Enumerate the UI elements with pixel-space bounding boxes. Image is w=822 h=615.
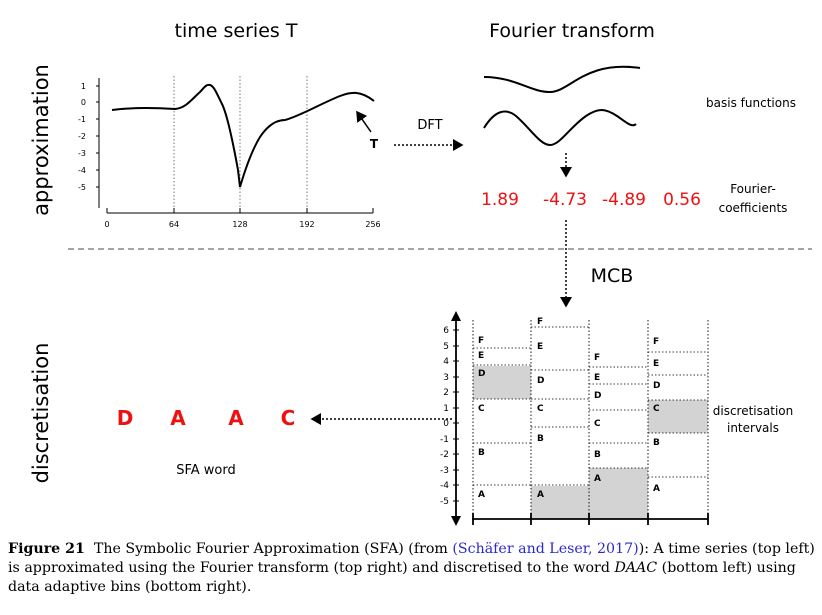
mcb-bin-boundaries	[473, 326, 708, 486]
caption-label: Figure 21	[8, 541, 85, 557]
mcb-bin-letter: E	[594, 373, 600, 383]
figure-caption: Figure 21 The Symbolic Fourier Approxima…	[8, 540, 816, 597]
basis-wave-1	[483, 65, 641, 94]
mcb-bin-letter: F	[653, 337, 659, 347]
mcb-axis-tick: -5	[440, 497, 449, 507]
mcb-bin-letter: C	[478, 404, 485, 414]
ts-dotted-gridlines	[173, 76, 308, 208]
highlight-cell	[473, 366, 531, 399]
mcb-bin-letter: A	[537, 490, 544, 500]
caption-text-2: ): A time series (top left) is approxima…	[8, 541, 815, 576]
mcb-axis-tick: -3	[440, 466, 449, 476]
mcb-bin-letter: C	[653, 404, 660, 414]
highlight-cell	[648, 400, 708, 433]
mcb-bin-letter: E	[537, 342, 543, 352]
mcb-axis-ticks	[453, 329, 459, 502]
basis-functions	[483, 65, 641, 147]
discretisation-intervals-label-line2: intervals	[727, 421, 779, 435]
mcb-bin-letter: E	[478, 351, 484, 361]
mcb-bin-letter: B	[594, 450, 601, 460]
mcb-label: MCB	[591, 265, 634, 287]
fourier-title: Fourier transform	[489, 20, 655, 42]
approximation-label: approximation	[29, 64, 53, 216]
mcb-bin-letters: F E D C B A F E D C B A F E D C B A F E …	[478, 317, 660, 500]
mcb-bin-letter: C	[594, 419, 601, 429]
caption-word: DAAC	[614, 560, 658, 576]
ts-y-ticks: 1 0 -1 -2 -3 -4 -5	[78, 82, 99, 192]
sfa-diagram: time series T Fourier transform approxim…	[29, 20, 812, 526]
mcb-axis-tick: -4	[440, 481, 449, 491]
mcb-column-ends	[472, 513, 709, 525]
mcb-axis-tick: -1	[440, 435, 449, 445]
time-series-plot: 1 0 -1 -2 -3 -4 -5 0 64 128 192 256 T	[78, 76, 381, 229]
caption-citation-link[interactable]: (Schäfer and Leser, 2017)	[452, 541, 639, 557]
mcb-axis-tick: 5	[443, 342, 449, 352]
fourier-coefficients-label-line2: coefficients	[719, 201, 788, 215]
fourier-coefficient: 1.89	[481, 190, 519, 210]
dft-label: DFT	[417, 118, 442, 133]
basis-functions-label: basis functions	[706, 96, 796, 110]
ts-y-tick: 1	[81, 82, 86, 91]
mcb-bin-letter: F	[594, 353, 600, 363]
sfa-word-label: SFA word	[176, 463, 236, 478]
mcb-column-separators	[472, 320, 709, 519]
fourier-coefficients-label-line1: Fourier-	[730, 182, 776, 196]
ts-y-tick: -5	[78, 183, 86, 192]
ts-x-tick: 256	[365, 220, 380, 229]
fourier-coefficients: 1.89 -4.73 -4.89 0.56	[481, 190, 701, 210]
mcb-axis-tick: 6	[443, 326, 449, 336]
mcb-bin-letter: D	[478, 369, 485, 379]
ts-x-ticks: 0 64 128 192 256	[104, 208, 381, 229]
ts-x-tick: 0	[104, 220, 109, 229]
ts-y-tick: -2	[78, 132, 86, 141]
mcb-bin-letter: A	[478, 490, 485, 500]
ts-y-tick: -1	[78, 115, 86, 124]
sfa-letter: D	[117, 406, 134, 430]
ts-x-tick: 128	[232, 220, 247, 229]
mcb-bin-letter: D	[537, 376, 544, 386]
ts-y-tick: -4	[78, 166, 86, 175]
mcb-axis-tick: 1	[443, 404, 449, 414]
highlight-cell	[589, 468, 648, 519]
t-marker-arrow	[356, 110, 372, 133]
fourier-coefficient: 0.56	[663, 190, 701, 210]
mcb-axis-tick: 3	[443, 373, 449, 383]
mcb-bin-letter: B	[478, 448, 485, 458]
sfa-word: D A A C	[117, 406, 296, 430]
sfa-letter: A	[228, 406, 244, 430]
caption-text-1: The Symbolic Fourier Approximation (SFA)…	[93, 541, 453, 557]
mcb-bin-letter: A	[653, 484, 660, 494]
time-series-curve	[111, 83, 375, 188]
mcb-axis-tick: 0	[443, 419, 449, 429]
sfa-letter: C	[281, 406, 296, 430]
discretisation-intervals-label-line1: discretisation	[713, 404, 793, 418]
mcb-axis-tick: 2	[443, 388, 449, 398]
mcb-bin-letter: D	[594, 391, 601, 401]
mcb-bin-letter: F	[537, 317, 543, 327]
caption-text-3: (bottom left) using data adaptive bins (…	[8, 560, 796, 595]
mcb-bin-letter: D	[653, 381, 660, 391]
mcb-bin-letter: C	[537, 404, 544, 414]
basis-wave-2	[483, 109, 637, 147]
sfa-letter: A	[170, 406, 186, 430]
fourier-coefficient: -4.73	[543, 190, 587, 210]
mcb-bin-letter: A	[594, 474, 601, 484]
discretisation-label: discretisation	[29, 343, 53, 484]
mcb-bin-letter: B	[537, 434, 544, 444]
t-marker-label: T	[370, 137, 379, 151]
ts-x-tick: 192	[299, 220, 314, 229]
mcb-bin-letter: B	[653, 438, 660, 448]
mcb-axis-tick: 4	[443, 357, 449, 367]
mcb-grid: 6 5 4 3 2 1 0 -1 -2 -3 -4 -5	[440, 311, 709, 526]
mcb-bin-letter: E	[653, 359, 659, 369]
time-series-title: time series T	[175, 20, 298, 42]
ts-y-tick: -3	[78, 149, 86, 158]
ts-y-tick: 0	[81, 98, 86, 107]
ts-x-tick: 64	[169, 220, 179, 229]
fourier-coefficient: -4.89	[602, 190, 646, 210]
mcb-axis-labels: 6 5 4 3 2 1 0 -1 -2 -3 -4 -5	[440, 326, 449, 507]
highlight-cell	[531, 486, 589, 519]
mcb-axis-tick: -2	[440, 450, 449, 460]
mcb-bin-letter: F	[478, 336, 484, 346]
